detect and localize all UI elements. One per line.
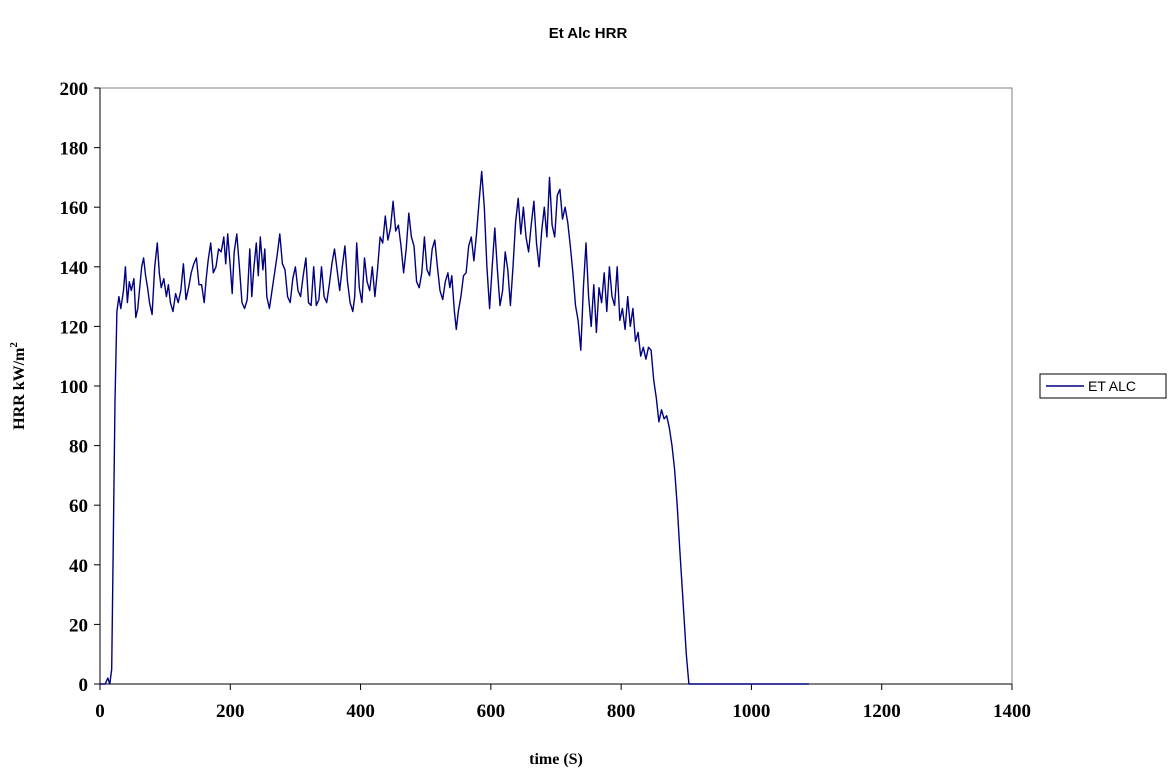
- y-tick-label: 120: [60, 317, 89, 338]
- y-tick-label: 160: [60, 198, 89, 219]
- chart-title: Et Alc HRR: [549, 25, 628, 42]
- x-tick-label: 1000: [732, 701, 770, 722]
- x-tick-label: 400: [346, 701, 375, 722]
- series-line-et-alc: [100, 170, 809, 685]
- x-axis-ticks: 0 200 400 600 800 1000 1200 1400: [95, 684, 1031, 722]
- y-tick-label: 180: [60, 139, 89, 160]
- y-axis-title-superscript: 2: [8, 342, 20, 348]
- legend: ET ALC: [1039, 373, 1167, 399]
- y-axis-title-main: HRR kW/m: [11, 347, 28, 430]
- y-tick-label: 200: [60, 79, 89, 100]
- x-axis-title: time (S): [529, 751, 583, 768]
- y-tick-label: 60: [69, 496, 88, 517]
- x-tick-label: 1400: [993, 701, 1031, 722]
- legend-label-et-alc: ET ALC: [1088, 378, 1136, 394]
- x-tick-label: 1200: [863, 701, 901, 722]
- y-tick-label: 20: [69, 615, 88, 636]
- plot-area: [99, 87, 1013, 685]
- x-tick-label: 0: [95, 701, 105, 722]
- y-tick-label: 100: [60, 377, 89, 398]
- y-tick-label: 40: [69, 556, 88, 577]
- y-axis-ticks: 0 20 40 60 80 100 120 140 160 180 200: [60, 79, 100, 696]
- y-axis-title: HRR kW/m2: [8, 342, 28, 430]
- y-tick-label: 140: [60, 258, 89, 279]
- y-tick-label: 80: [69, 437, 88, 458]
- x-tick-label: 800: [607, 701, 636, 722]
- x-tick-label: 200: [216, 701, 245, 722]
- y-tick-label: 0: [79, 675, 89, 696]
- x-tick-label: 600: [477, 701, 506, 722]
